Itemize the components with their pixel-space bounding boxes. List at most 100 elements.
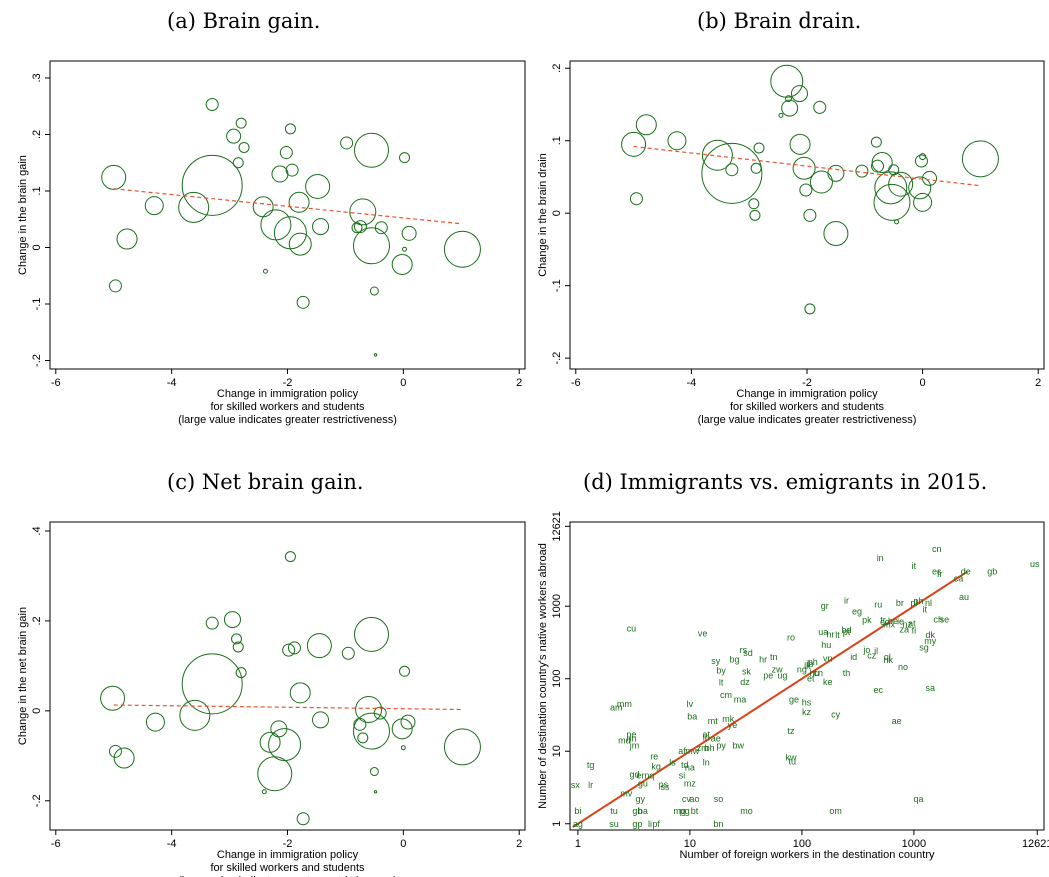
country-label: nl — [925, 598, 932, 608]
country-label: ao — [690, 794, 700, 804]
fitted-line — [633, 145, 981, 187]
y-axis-label: Change in the brain gain — [17, 155, 29, 275]
country-label: nn — [626, 733, 636, 743]
country-label: it — [912, 561, 917, 571]
country-label: zw — [772, 664, 784, 674]
scatter-point — [874, 171, 908, 205]
country-label: pk — [862, 615, 872, 625]
y-tick-label: .1 — [31, 186, 43, 195]
x-tick-label: 1000 — [902, 838, 926, 850]
country-label: ln — [703, 732, 710, 742]
scatter-point — [369, 286, 379, 296]
country-label: cy — [831, 710, 841, 720]
scatter-point — [284, 551, 296, 563]
country-label: hs — [802, 698, 812, 708]
country-label: ke — [823, 677, 833, 687]
country-label: by — [716, 665, 726, 675]
scatter-point — [827, 164, 845, 182]
y-tick-label: 1000 — [551, 594, 563, 618]
country-label: py — [716, 740, 726, 750]
plot-frame — [569, 521, 1045, 831]
scatter-point — [287, 641, 301, 655]
x-tick-label: -4 — [686, 377, 696, 389]
scatter-point — [813, 100, 827, 114]
country-label: so — [714, 794, 724, 804]
country-label: td — [681, 760, 689, 770]
fitted-line — [572, 570, 968, 828]
country-label: lv — [687, 699, 694, 709]
scatter-point — [750, 162, 762, 174]
country-label: ie — [897, 616, 904, 626]
scatter-point — [871, 159, 885, 173]
scatter-point — [621, 131, 647, 157]
x-tick-label: 2 — [516, 838, 522, 850]
country-label: gr — [821, 601, 829, 611]
scatter-point — [373, 790, 378, 794]
country-label: hr — [826, 629, 834, 639]
scatter-point — [223, 611, 241, 629]
country-label: in — [877, 553, 884, 563]
y-axis-label: Change in the brain drain — [537, 153, 549, 277]
y-tick-label: -.2 — [31, 354, 43, 367]
scatter-point — [232, 641, 244, 653]
scatter-point — [870, 136, 882, 148]
scatter-point — [100, 685, 126, 711]
country-label: za — [900, 624, 910, 634]
country-label: af — [678, 746, 686, 756]
country-label: de — [961, 567, 971, 577]
scatter-point — [748, 198, 760, 210]
scatter-point — [353, 220, 367, 234]
scatter-point — [205, 616, 219, 630]
country-label: ss — [661, 782, 671, 792]
country-label: ch — [934, 614, 944, 624]
country-label: ca — [954, 574, 964, 584]
scatter-point — [401, 225, 417, 241]
scatter-point — [349, 198, 377, 226]
country-label: sa — [926, 683, 936, 693]
country-label: gb — [632, 806, 642, 816]
x-tick-label: 12621 — [1022, 838, 1049, 850]
x-tick-label: -6 — [51, 377, 61, 389]
scatter-point — [443, 230, 481, 268]
country-label: au — [959, 592, 969, 602]
country-label: us — [1030, 559, 1040, 569]
scatter-point — [635, 114, 657, 136]
country-label: be — [888, 616, 898, 626]
country-label: vn — [823, 654, 833, 664]
x-tick-label: -6 — [571, 377, 581, 389]
scatter-point — [268, 728, 302, 762]
scatter-point — [789, 133, 811, 155]
x-tick-label: 2 — [516, 377, 522, 389]
y-tick-label: -.1 — [31, 298, 43, 311]
scatter-point — [778, 112, 784, 118]
country-label: ru — [874, 600, 882, 610]
scatter-point — [205, 98, 219, 112]
country-label: kw — [786, 752, 798, 762]
scatter-point — [285, 163, 299, 177]
y-tick-label: 0 — [31, 708, 43, 714]
scatter-point — [373, 706, 387, 720]
scatter-point — [353, 132, 389, 168]
scatter-point — [238, 141, 250, 153]
x-axis-label: (large value indicates greater restricti… — [178, 875, 397, 877]
country-label: gy — [635, 794, 645, 804]
country-label: ln — [703, 757, 710, 767]
country-label: mm — [617, 699, 632, 709]
country-label: no — [898, 662, 908, 672]
country-label: nz — [902, 619, 912, 629]
scatter-point — [629, 192, 643, 206]
scatter-point — [961, 140, 999, 178]
scatter-point — [809, 170, 833, 194]
scatter-point — [373, 353, 378, 357]
scatter-point — [282, 643, 296, 657]
country-label: bw — [732, 740, 744, 750]
country-label: ae — [892, 716, 902, 726]
scatter-point — [144, 196, 164, 216]
country-label: mo — [740, 806, 753, 816]
scatter-point — [914, 154, 928, 168]
scatter-point — [312, 218, 330, 236]
scatter-point — [804, 303, 816, 315]
